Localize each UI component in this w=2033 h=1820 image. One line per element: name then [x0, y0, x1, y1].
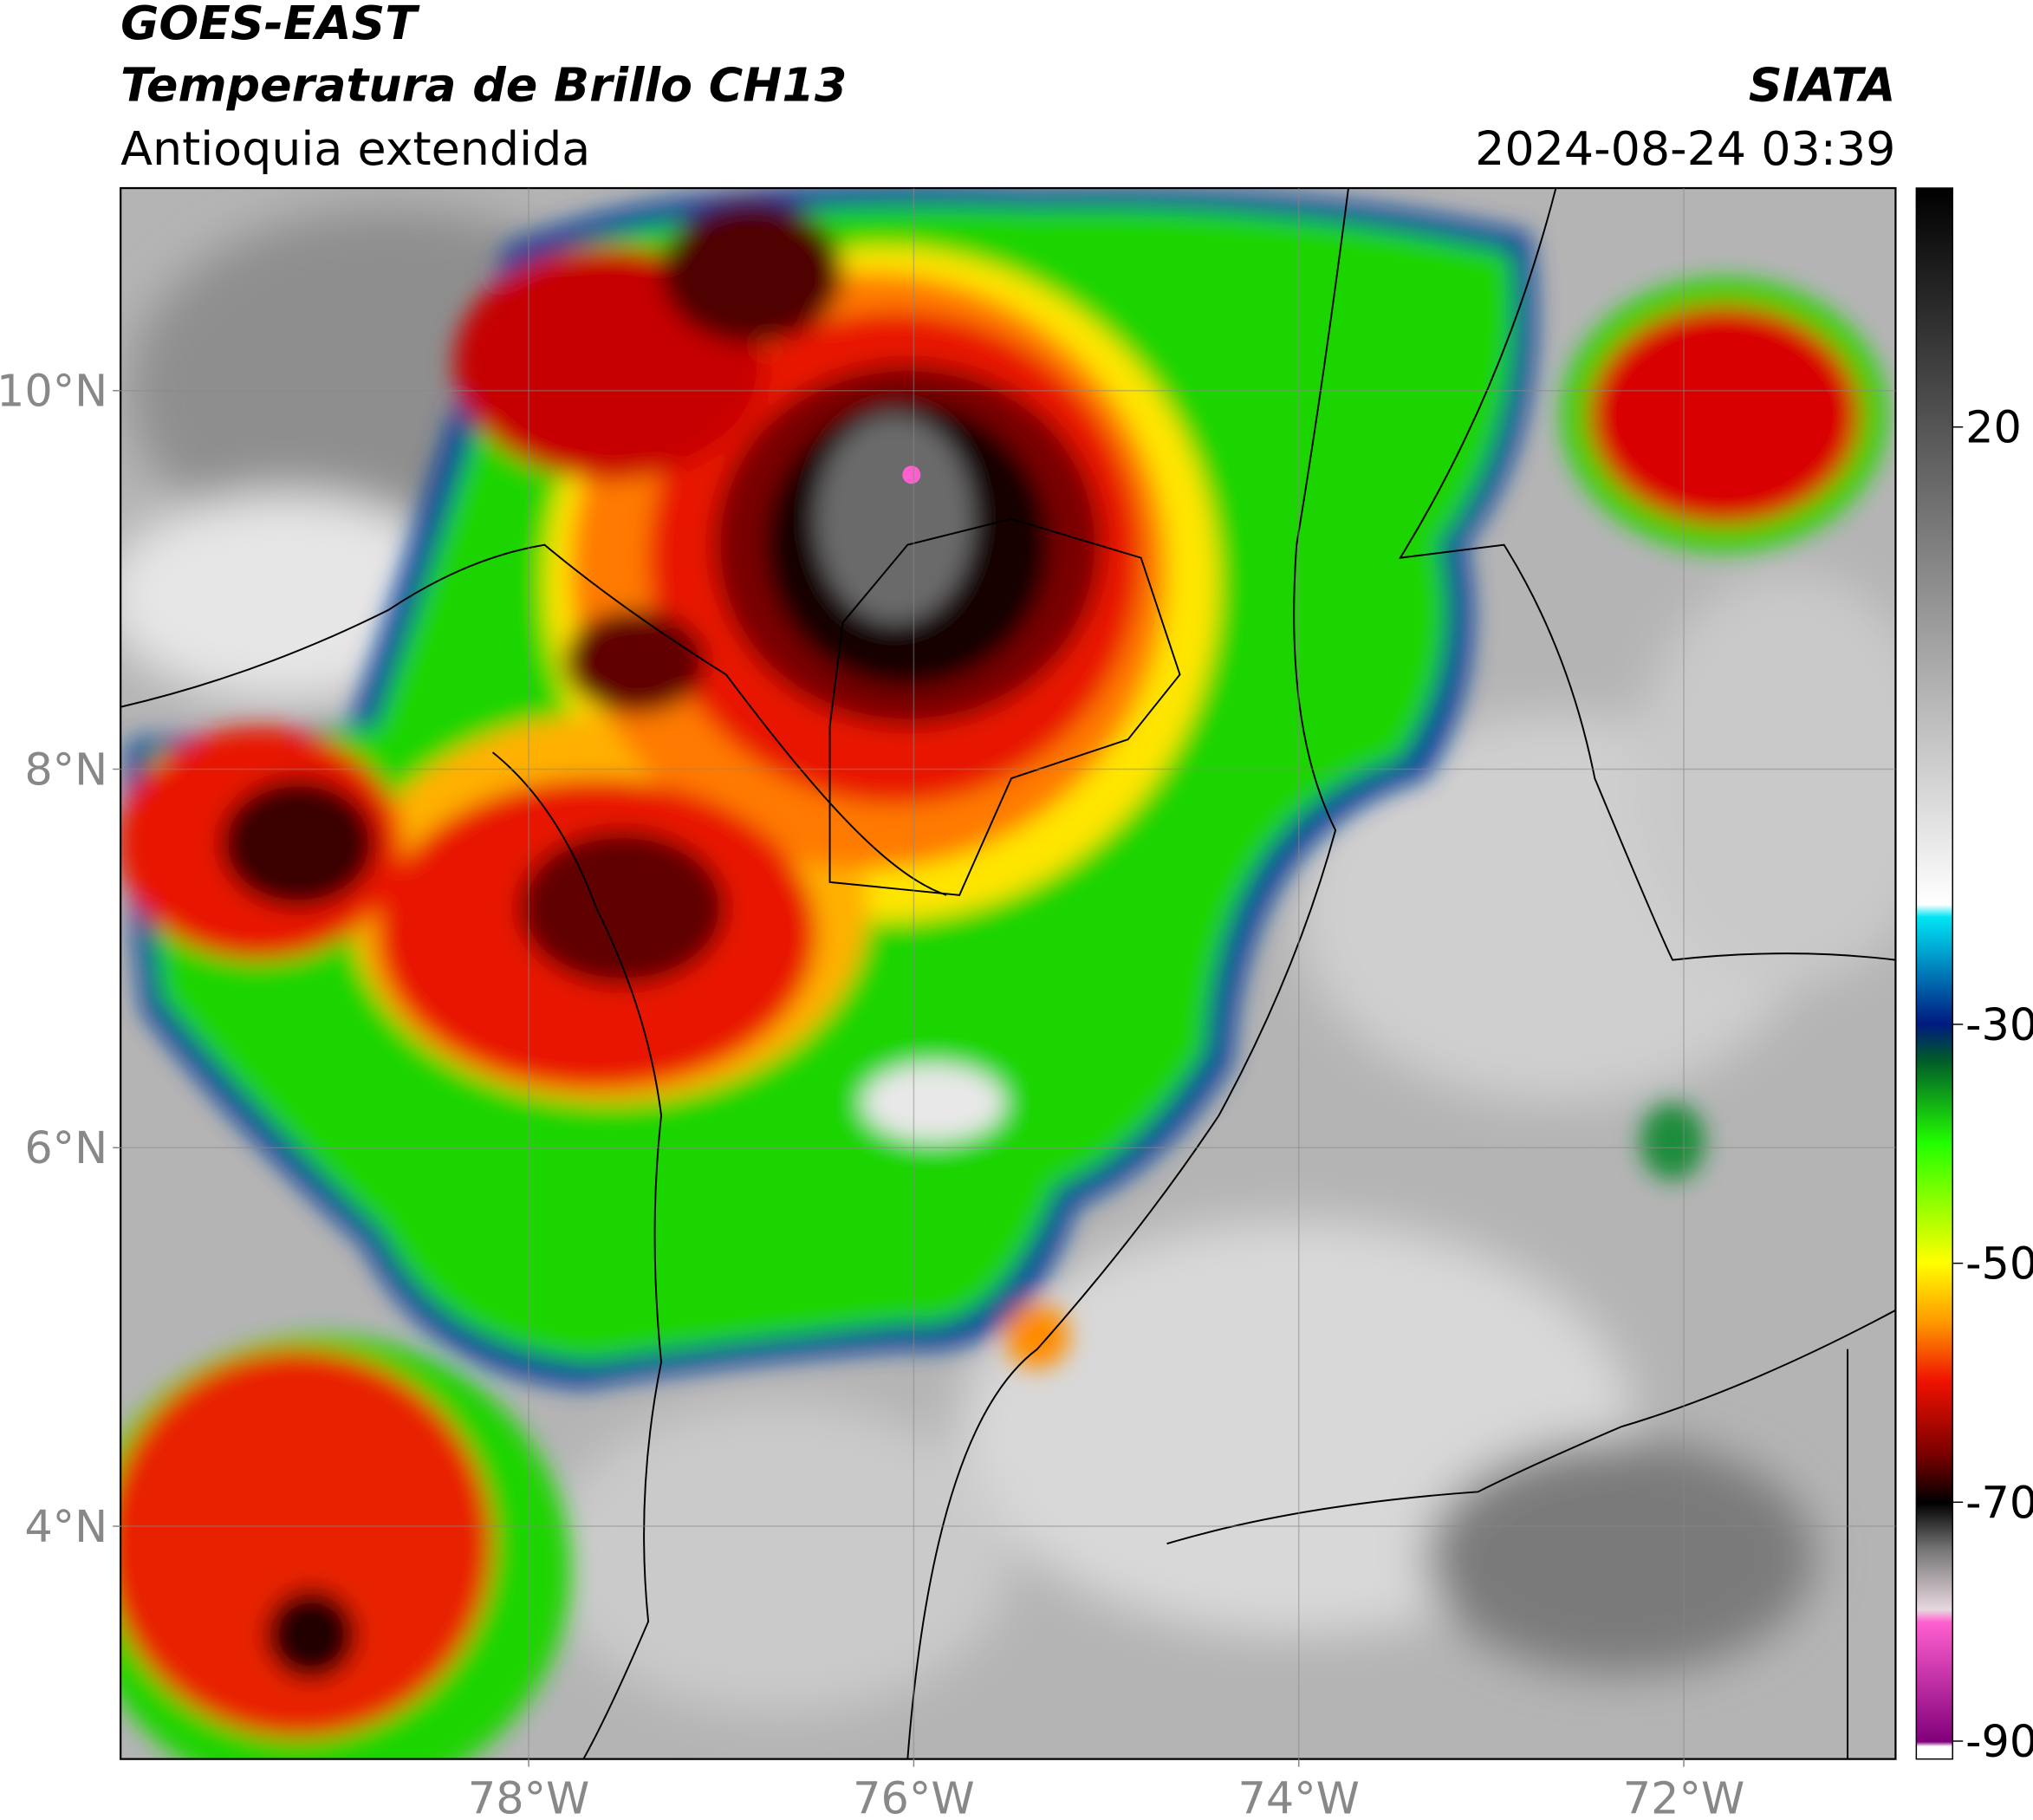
title: GOES-EAST [120, 0, 420, 50]
region: Antioquia extendida [120, 121, 590, 176]
satellite-image [120, 188, 1896, 1759]
colorbar-tick-label: -30 [1965, 999, 2033, 1050]
colorbar [1915, 187, 1953, 1760]
x-tick-label: 74°W [1238, 1773, 1360, 1820]
y-tick-label: 4°N [24, 1501, 107, 1552]
x-tick-label: 76°W [853, 1773, 974, 1820]
map-frame [120, 186, 1897, 1760]
colorbar-tick-label: -70 [1965, 1477, 2033, 1528]
subtitle: Temperatura de Brillo CH13 [120, 58, 847, 113]
y-tick-label: 8°N [24, 744, 107, 795]
colorbar-tick-label: -90 [1965, 1716, 2033, 1767]
x-tick-label: 72°W [1623, 1773, 1744, 1820]
colorbar-tick-label: -50 [1965, 1238, 2033, 1290]
source: SIATA [1749, 58, 1896, 113]
y-tick-label: 6°N [24, 1122, 107, 1173]
datetime: 2024-08-24 03:39 [1475, 121, 1895, 176]
y-tick-label: 10°N [0, 366, 107, 417]
x-tick-label: 78°W [468, 1773, 589, 1820]
colorbar-tick-label: 20 [1965, 402, 2022, 453]
